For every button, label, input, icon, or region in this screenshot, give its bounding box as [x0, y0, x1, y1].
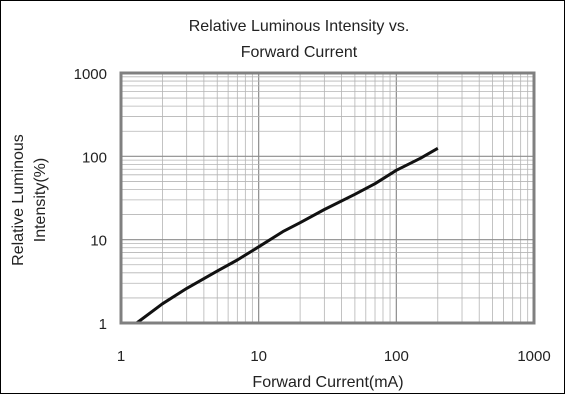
plot-border: [119, 71, 536, 325]
x-tick-label: 10: [250, 348, 267, 365]
chart-title-line-1: Relative Luminous Intensity vs.: [189, 18, 410, 35]
tick-labels: 1 10 100 1000 1 10 100 1000: [74, 66, 551, 365]
x-tick-label: 1: [117, 348, 125, 365]
y-tick-label: 1: [99, 316, 107, 333]
y-axis-label-line-2: Intensity(%): [32, 158, 49, 242]
y-axis-label: Relative Luminous Intensity(%): [10, 134, 49, 266]
y-tick-label: 10: [90, 233, 107, 250]
plot-grid: [120, 73, 534, 324]
y-axis-label-line-1: Relative Luminous: [10, 134, 27, 266]
x-axis-label: Forward Current(mA): [252, 374, 403, 391]
y-tick-label: 100: [82, 149, 107, 166]
chart-title: Relative Luminous Intensity vs. Forward …: [189, 18, 410, 61]
x-tick-label: 100: [384, 348, 409, 365]
y-tick-label: 1000: [74, 66, 107, 83]
chart-title-line-2: Forward Current: [241, 44, 358, 61]
series-line: [135, 146, 439, 325]
x-tick-label: 1000: [517, 348, 550, 365]
